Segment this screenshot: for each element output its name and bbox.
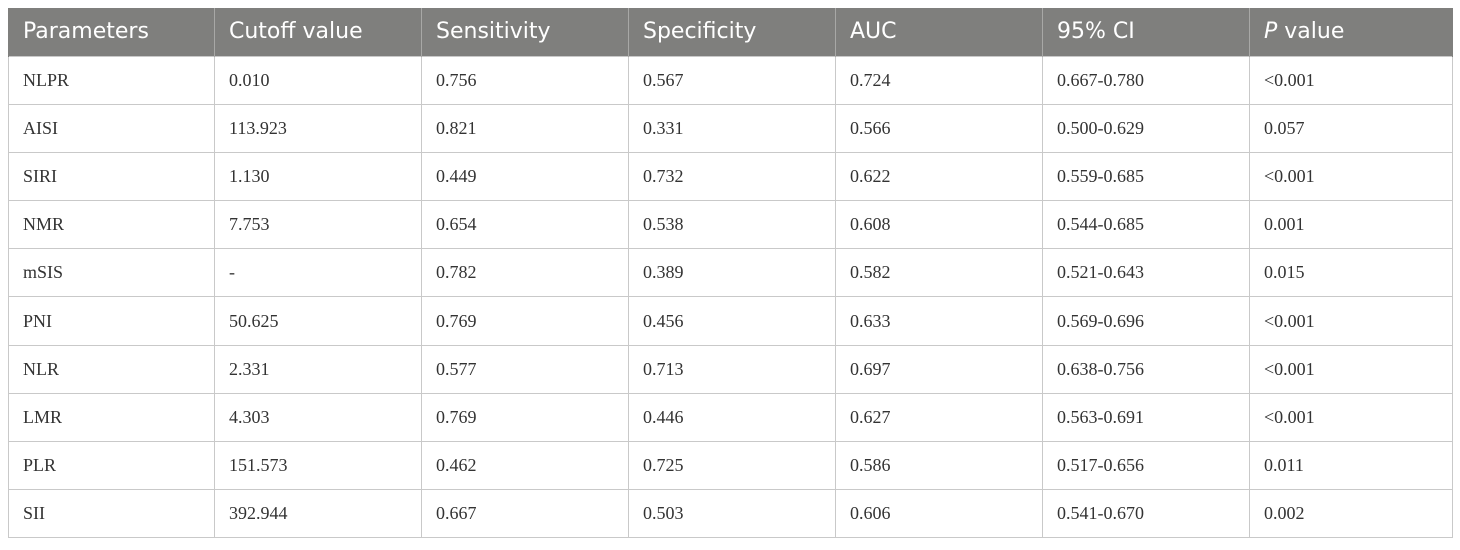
specificity-cell: 0.732 <box>628 151 836 202</box>
p-value-cell: 0.057 <box>1249 103 1453 153</box>
sensitivity-cell: 0.654 <box>421 200 629 250</box>
p-value-cell: <0.001 <box>1249 151 1453 202</box>
auc-cell: 0.633 <box>835 296 1043 346</box>
cutoff-cell: 2.331 <box>214 344 422 394</box>
header-cutoff-value: Cutoff value <box>214 8 422 56</box>
p-value-cell: 0.015 <box>1249 248 1453 298</box>
sensitivity-cell: 0.821 <box>421 103 629 153</box>
specificity-cell: 0.446 <box>628 392 836 443</box>
specificity-cell: 0.389 <box>628 248 836 298</box>
parameter-cell: PNI <box>8 296 215 346</box>
parameter-cell: NMR <box>8 200 215 250</box>
parameter-cell: LMR <box>8 392 215 443</box>
auc-cell: 0.627 <box>835 392 1043 443</box>
p-value-cell: 0.001 <box>1249 200 1453 250</box>
ci-cell: 0.517-0.656 <box>1042 440 1250 491</box>
parameter-cell: AISI <box>8 103 215 153</box>
specificity-cell: 0.331 <box>628 103 836 153</box>
p-value-cell: 0.011 <box>1249 440 1453 491</box>
table-row: mSIS -0.782 0.389 0.582 0.521-0.643 0.015 <box>8 248 1453 298</box>
cutoff-cell: 7.753 <box>214 200 422 250</box>
parameter-cell: SII <box>8 489 215 539</box>
auc-cell: 0.697 <box>835 344 1043 394</box>
sensitivity-cell: 0.769 <box>421 392 629 443</box>
sensitivity-cell: 0.756 <box>421 55 629 105</box>
specificity-cell: 0.503 <box>628 489 836 539</box>
ci-cell: 0.521-0.643 <box>1042 248 1250 298</box>
cutoff-cell: 0.010 <box>214 55 422 105</box>
table-row: SII 392.944 0.667 0.503 0.606 0.541-0.670 0.00… <box>8 489 1453 539</box>
header-p-value: P value <box>1249 8 1453 56</box>
parameter-cell: mSIS <box>8 248 215 298</box>
header-p-rest: value <box>1277 19 1345 45</box>
p-value-cell: <0.001 <box>1249 296 1453 346</box>
header-auc: AUC <box>835 8 1043 56</box>
table-row: LMR 4.303 0.769 0.446 0.627 0.563-0.691 <0.001 <box>8 392 1453 443</box>
specificity-cell: 0.538 <box>628 200 836 250</box>
cutoff-cell: 113.923 <box>214 103 422 153</box>
p-value-cell: 0.002 <box>1249 489 1453 539</box>
sensitivity-cell: 0.462 <box>421 440 629 491</box>
specificity-cell: 0.456 <box>628 296 836 346</box>
sensitivity-cell: 0.667 <box>421 489 629 539</box>
parameter-cell: SIRI <box>8 151 215 202</box>
table-body: NLPR 0.010 0.756 0.567 0.724 0.667-0.780 <0.00… <box>8 55 1453 539</box>
ci-cell: 0.563-0.691 <box>1042 392 1250 443</box>
sensitivity-cell: 0.782 <box>421 248 629 298</box>
header-row: Parameters Cutoff value Sensitivity Spec… <box>8 8 1453 56</box>
auc-cell: 0.724 <box>835 55 1043 105</box>
p-value-cell: <0.001 <box>1249 392 1453 443</box>
table-row: SIRI 1.130 0.449 0.732 0.622 0.559-0.685 <0.00… <box>8 151 1453 202</box>
specificity-cell: 0.725 <box>628 440 836 491</box>
cutoff-cell: 151.573 <box>214 440 422 491</box>
table-row: NLR 2.331 0.577 0.713 0.697 0.638-0.756 <0.001 <box>8 344 1453 394</box>
cutoff-cell: 4.303 <box>214 392 422 443</box>
auc-cell: 0.622 <box>835 151 1043 202</box>
p-value-cell: <0.001 <box>1249 344 1453 394</box>
parameter-cell: NLPR <box>8 55 215 105</box>
header-specificity: Specificity <box>628 8 836 56</box>
ci-cell: 0.638-0.756 <box>1042 344 1250 394</box>
table-row: NLPR 0.010 0.756 0.567 0.724 0.667-0.780 <0.00… <box>8 55 1453 105</box>
sensitivity-cell: 0.769 <box>421 296 629 346</box>
table-row: PLR 151.573 0.462 0.725 0.586 0.517-0.656 0.01… <box>8 440 1453 491</box>
ci-cell: 0.569-0.696 <box>1042 296 1250 346</box>
cutoff-cell: 1.130 <box>214 151 422 202</box>
table-header: Parameters Cutoff value Sensitivity Spec… <box>8 8 1453 56</box>
ci-cell: 0.667-0.780 <box>1042 55 1250 105</box>
table-row: PNI 50.625 0.769 0.456 0.633 0.569-0.696 <0.00… <box>8 296 1453 346</box>
sensitivity-cell: 0.577 <box>421 344 629 394</box>
ci-cell: 0.541-0.670 <box>1042 489 1250 539</box>
specificity-cell: 0.567 <box>628 55 836 105</box>
header-parameters: Parameters <box>8 8 215 56</box>
header-sensitivity: Sensitivity <box>421 8 629 56</box>
table-row: NMR 7.753 0.654 0.538 0.608 0.544-0.685 0.001 <box>8 200 1453 250</box>
cutoff-cell: 392.944 <box>214 489 422 539</box>
results-table-container: Parameters Cutoff value Sensitivity Spec… <box>8 8 1453 539</box>
header-p-italic: P <box>1264 19 1278 45</box>
cutoff-cell: - <box>214 248 422 298</box>
specificity-cell: 0.713 <box>628 344 836 394</box>
ci-cell: 0.500-0.629 <box>1042 103 1250 153</box>
auc-cell: 0.608 <box>835 200 1043 250</box>
cutoff-cell: 50.625 <box>214 296 422 346</box>
auc-cell: 0.586 <box>835 440 1043 491</box>
parameter-cell: PLR <box>8 440 215 491</box>
auc-cell: 0.606 <box>835 489 1043 539</box>
sensitivity-cell: 0.449 <box>421 151 629 202</box>
table-row: AISI 113.923 0.821 0.331 0.566 0.500-0.629 0.0… <box>8 103 1453 153</box>
parameter-cell: NLR <box>8 344 215 394</box>
ci-cell: 0.544-0.685 <box>1042 200 1250 250</box>
results-table: Parameters Cutoff value Sensitivity Spec… <box>8 8 1453 539</box>
auc-cell: 0.582 <box>835 248 1043 298</box>
auc-cell: 0.566 <box>835 103 1043 153</box>
header-95-ci: 95% CI <box>1042 8 1250 56</box>
p-value-cell: <0.001 <box>1249 55 1453 105</box>
ci-cell: 0.559-0.685 <box>1042 151 1250 202</box>
